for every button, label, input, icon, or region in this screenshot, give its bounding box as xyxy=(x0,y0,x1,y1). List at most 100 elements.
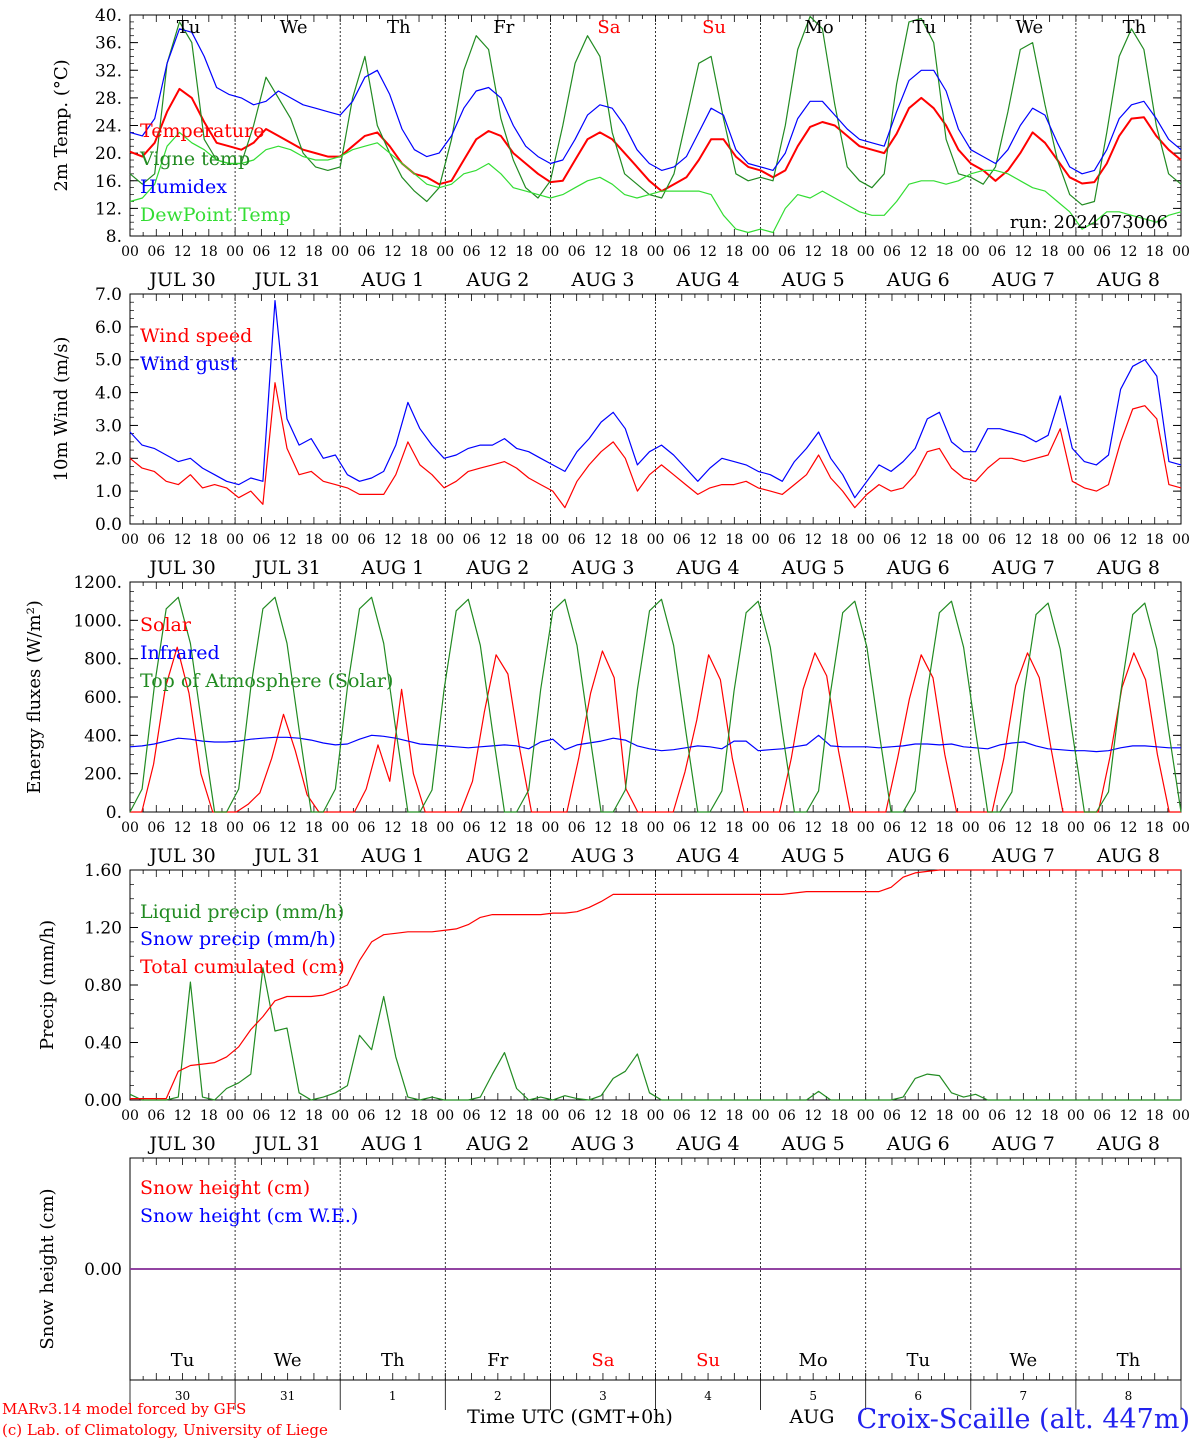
hour-tick-label: 12 xyxy=(594,244,612,260)
hour-tick-label: 12 xyxy=(384,820,402,836)
hour-tick-label: 18 xyxy=(515,244,533,260)
series-line-dewpoint-temp xyxy=(129,131,1182,234)
day-name: Sa xyxy=(597,17,620,38)
hour-tick-label: 18 xyxy=(515,1108,533,1124)
date-label: AUG 4 xyxy=(676,845,740,867)
hour-tick-label: 00 xyxy=(226,244,244,260)
legend-entry: Total cumulated (cm) xyxy=(140,956,345,978)
hour-tick-label: 00 xyxy=(1067,820,1085,836)
hour-tick-label: 18 xyxy=(1146,1108,1164,1124)
day-number: 31 xyxy=(280,1389,295,1403)
hour-tick-label: 06 xyxy=(673,820,691,836)
hour-tick-label: 00 xyxy=(121,532,139,548)
hour-tick-label: 06 xyxy=(1093,1108,1111,1124)
hour-tick-label: 12 xyxy=(279,820,297,836)
day-name: Su xyxy=(702,17,726,38)
hour-tick-label: 18 xyxy=(1041,244,1059,260)
date-label: AUG 4 xyxy=(676,1133,740,1155)
y-tick-label: 0.00 xyxy=(84,1091,122,1111)
day-name: Th xyxy=(381,1350,405,1371)
hour-tick-label: 12 xyxy=(699,1108,717,1124)
hour-tick-label: 00 xyxy=(331,532,349,548)
legend-entry: Humidex xyxy=(140,176,227,198)
hour-tick-label: 18 xyxy=(725,244,743,260)
hour-tick-label: 18 xyxy=(831,820,849,836)
hour-tick-label: 18 xyxy=(200,244,218,260)
hour-tick-label: 12 xyxy=(174,532,192,548)
hour-tick-label: 06 xyxy=(883,1108,901,1124)
hour-tick-label: 12 xyxy=(594,1108,612,1124)
date-label: JUL 31 xyxy=(252,845,320,867)
day-name: Su xyxy=(696,1350,720,1371)
hour-tick-label: 12 xyxy=(1014,820,1032,836)
date-label: AUG 6 xyxy=(886,557,950,579)
hour-tick-label: 18 xyxy=(620,244,638,260)
hour-tick-label: 06 xyxy=(358,244,376,260)
hour-tick-label: 00 xyxy=(226,820,244,836)
hour-tick-label: 12 xyxy=(594,820,612,836)
hour-tick-label: 00 xyxy=(541,244,559,260)
hour-tick-label: 12 xyxy=(174,244,192,260)
hour-tick-label: 00 xyxy=(1067,532,1085,548)
hour-tick-label: 12 xyxy=(1014,244,1032,260)
y-axis-label: 2m Temp. (°C) xyxy=(51,59,72,191)
hour-tick-label: 00 xyxy=(1172,820,1190,836)
hour-tick-label: 00 xyxy=(962,244,980,260)
hour-tick-label: 06 xyxy=(358,532,376,548)
date-label: AUG 2 xyxy=(465,845,529,867)
hour-tick-label: 00 xyxy=(647,1108,665,1124)
x-axis-month: AUG xyxy=(789,1406,835,1428)
date-label: AUG 6 xyxy=(886,845,950,867)
hour-tick-label: 12 xyxy=(804,1108,822,1124)
y-tick-label: 1200. xyxy=(73,573,122,593)
hour-tick-label: 06 xyxy=(358,1108,376,1124)
hour-tick-label: 06 xyxy=(778,244,796,260)
hour-tick-label: 12 xyxy=(384,244,402,260)
y-tick-label: 600. xyxy=(84,688,122,708)
date-label: AUG 4 xyxy=(676,269,740,291)
hour-tick-label: 18 xyxy=(1146,820,1164,836)
hour-tick-label: 18 xyxy=(725,532,743,548)
hour-tick-label: 18 xyxy=(305,1108,323,1124)
hour-tick-label: 06 xyxy=(1093,244,1111,260)
hour-tick-label: 00 xyxy=(752,1108,770,1124)
date-label: AUG 1 xyxy=(360,1133,424,1155)
hour-tick-label: 00 xyxy=(962,532,980,548)
y-tick-label: 28. xyxy=(95,89,122,109)
date-label: AUG 2 xyxy=(465,1133,529,1155)
date-label: JUL 30 xyxy=(147,269,215,291)
hour-tick-label: 00 xyxy=(436,532,454,548)
date-label: AUG 6 xyxy=(886,269,950,291)
hour-tick-label: 12 xyxy=(279,1108,297,1124)
day-name: Tu xyxy=(906,1350,930,1371)
hour-tick-label: 00 xyxy=(541,532,559,548)
y-tick-label: 1.20 xyxy=(84,919,122,939)
y-tick-label: 1000. xyxy=(73,611,122,631)
series-line-liquid-precip-mm-h- xyxy=(129,967,1181,1101)
day-number: 1 xyxy=(389,1389,397,1403)
hour-tick-label: 12 xyxy=(909,1108,927,1124)
hour-tick-label: 06 xyxy=(883,820,901,836)
hour-tick-label: 00 xyxy=(857,244,875,260)
y-tick-label: 800. xyxy=(84,650,122,670)
date-label: JUL 31 xyxy=(252,1133,320,1155)
day-name: Th xyxy=(387,17,411,38)
y-tick-label: 32. xyxy=(95,61,122,81)
day-number: 7 xyxy=(1020,1389,1028,1403)
hour-tick-label: 06 xyxy=(147,820,165,836)
hour-tick-label: 00 xyxy=(1172,244,1190,260)
hour-tick-label: 00 xyxy=(1172,1108,1190,1124)
hour-tick-label: 00 xyxy=(331,1108,349,1124)
hour-tick-label: 00 xyxy=(857,532,875,548)
date-label: AUG 7 xyxy=(991,557,1055,579)
legend-entry: Snow height (cm W.E.) xyxy=(140,1205,358,1227)
hour-tick-label: 06 xyxy=(778,1108,796,1124)
day-name: Th xyxy=(1123,17,1147,38)
hour-tick-label: 18 xyxy=(831,244,849,260)
hour-tick-label: 18 xyxy=(305,244,323,260)
series-line-vigne-temp xyxy=(129,15,1182,206)
hour-tick-label: 00 xyxy=(436,820,454,836)
hour-tick-label: 12 xyxy=(699,532,717,548)
hour-tick-label: 18 xyxy=(831,1108,849,1124)
